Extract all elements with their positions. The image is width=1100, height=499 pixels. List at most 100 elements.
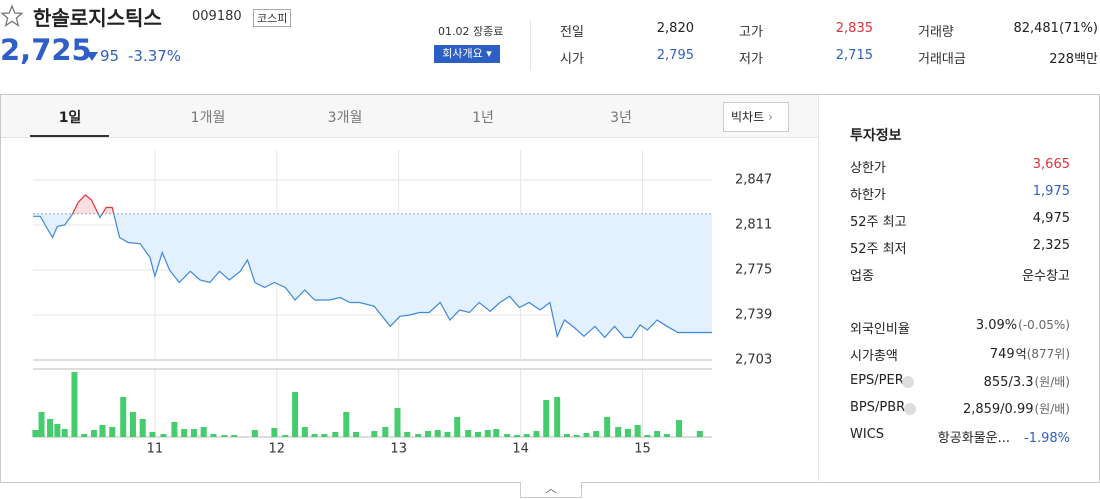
change-rate: -3.37%: [128, 47, 182, 65]
big-chart-label: 빅차트: [731, 110, 765, 124]
volume-bar: [200, 427, 207, 437]
volume-bar: [292, 392, 299, 437]
volume-bar: [221, 435, 228, 437]
summary-value: 2,835: [835, 21, 873, 36]
volume-bar: [321, 434, 328, 437]
volume-bar: [371, 431, 378, 437]
volume-bar: [493, 429, 500, 437]
volume-bar: [271, 428, 278, 437]
help-icon[interactable]: [902, 376, 914, 388]
volume-bar: [251, 430, 258, 437]
period-tab[interactable]: 1개월: [190, 110, 226, 126]
info-value-group: 항공화물운... -1.98%: [938, 427, 1070, 446]
volume-bar: [634, 425, 641, 437]
info-note: -1.98%: [1024, 431, 1070, 446]
info-note: (877위): [1026, 347, 1070, 361]
summary-value: 228백만: [1049, 52, 1098, 67]
info-label: BPS/PBR: [850, 400, 906, 415]
summary-label: 전일: [560, 25, 584, 40]
stock-name: 한솔로지스틱스: [33, 6, 162, 30]
volume-bar: [404, 432, 411, 437]
info-value: 4,975: [1032, 211, 1070, 226]
volume-bar: [484, 430, 491, 437]
y-tick-label: 2,775: [735, 263, 772, 278]
big-chart-button[interactable]: 빅차트 ›: [723, 102, 789, 132]
volume-bar: [573, 435, 580, 437]
info-label: 52주 최고: [850, 215, 907, 230]
down-arrow: [86, 52, 98, 61]
volume-bar: [504, 434, 511, 437]
volume-bar: [38, 412, 45, 437]
volume-bar: [90, 430, 97, 437]
info-note: (원/배): [1034, 375, 1071, 389]
volume-bar: [71, 372, 78, 437]
info-value: 855/3.3: [983, 375, 1034, 390]
info-value-group: 3.09%(-0.05%): [976, 318, 1070, 333]
chart: 2,847 2,811 2,775 2,739 2,703 11 12 13 14 15: [32, 150, 772, 457]
summary-value: 2,795: [656, 48, 694, 63]
x-tick-label: 13: [390, 442, 407, 457]
summary-label: 저가: [739, 52, 763, 67]
info-value: 2,859/0.99: [962, 402, 1034, 417]
price: 2,725: [0, 33, 92, 67]
period-tab[interactable]: 1년: [472, 110, 494, 126]
volume-bar: [343, 412, 350, 437]
summary-label: 고가: [739, 25, 763, 40]
volume-bar: [99, 425, 106, 437]
volume-bar: [554, 397, 561, 437]
summary-value: 82,481(71%): [1013, 21, 1098, 36]
favorite-star[interactable]: [0, 4, 24, 28]
info-note: (-0.05%): [1018, 318, 1070, 332]
info-value: 항공화물운...: [937, 431, 1010, 446]
volume-bar: [513, 435, 520, 437]
summary-label: 시가: [560, 52, 584, 67]
info-label: 상한가: [850, 161, 886, 176]
summary-label: 거래대금: [918, 52, 966, 67]
info-label: 외국인비율: [850, 322, 910, 337]
volume-bar: [415, 434, 422, 437]
divider: [530, 20, 531, 70]
volume-bar: [81, 434, 88, 437]
volume-bar: [190, 429, 197, 437]
info-value: 2,325: [1032, 238, 1070, 253]
y-tick-label: 2,811: [735, 218, 772, 233]
volume-bar: [120, 397, 127, 437]
volume-bar: [533, 431, 540, 437]
volume-bar: [301, 427, 308, 437]
collapse-toggle[interactable]: ︿: [520, 482, 582, 498]
summary-label: 거래량: [918, 25, 954, 40]
company-button-label: 회사개요: [442, 47, 483, 60]
info-label: 시가총액: [850, 349, 898, 364]
volume-bar: [454, 417, 461, 437]
period-tabs: 1일 1개월 3개월 1년 3년: [1, 95, 818, 138]
volume-bar: [171, 422, 178, 437]
info-value: 1,975: [1032, 184, 1070, 199]
x-tick-label: 12: [269, 442, 286, 457]
company-button[interactable]: 회사개요 ▾: [434, 45, 500, 63]
period-tab[interactable]: 3년: [610, 110, 632, 126]
volume-bar: [139, 419, 146, 437]
volume-bar: [444, 432, 451, 437]
period-tab[interactable]: 3개월: [327, 110, 363, 126]
period-tab[interactable]: 1일: [58, 110, 82, 126]
summary-value: 2,715: [835, 48, 873, 63]
volume-bar: [332, 432, 339, 437]
price-change: 95: [100, 47, 120, 65]
volume-bar: [563, 434, 570, 437]
volume-bar: [353, 432, 360, 437]
area-fill: [33, 213, 712, 338]
y-tick-label: 2,847: [735, 173, 772, 188]
info-label: 업종: [850, 269, 874, 284]
volume-bar: [160, 434, 167, 437]
volume-bar: [181, 429, 188, 437]
tab-underline: [30, 135, 109, 137]
market-status: 01.02 장종료: [438, 25, 504, 38]
info-value-group: 855/3.3(원/배): [984, 373, 1070, 390]
help-icon[interactable]: [904, 403, 916, 415]
volume-bar: [109, 427, 116, 437]
info-value-group: 2,859/0.99(원/배): [963, 400, 1070, 417]
info-label: EPS/PER: [850, 373, 904, 388]
panel-title: 투자정보: [850, 128, 902, 144]
info-note: (원/배): [1034, 402, 1071, 416]
volume-bar: [424, 431, 431, 437]
